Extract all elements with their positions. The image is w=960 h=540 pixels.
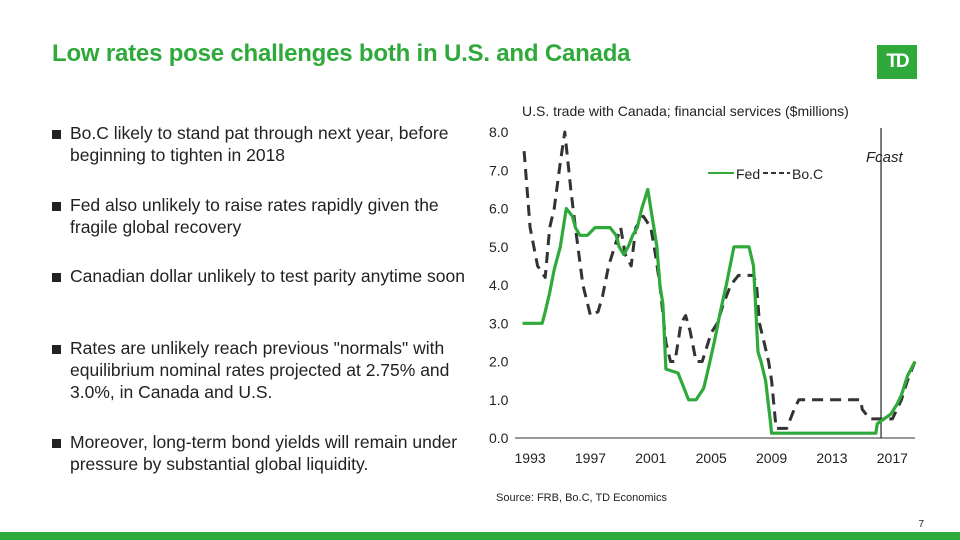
bullet-marker-icon <box>52 345 61 354</box>
y-tick-label: 5.0 <box>489 239 509 255</box>
logo-text: TD <box>886 51 909 72</box>
slide-title: Low rates pose challenges both in U.S. a… <box>52 40 631 67</box>
y-tick-label: 4.0 <box>489 277 509 293</box>
y-tick-label: 7.0 <box>489 162 509 178</box>
page-number: 7 <box>918 519 924 530</box>
bullet-text: Fed also unlikely to raise rates rapidly… <box>70 195 439 237</box>
bullet-marker-icon <box>52 202 61 211</box>
bullet-marker-icon <box>52 273 61 282</box>
x-tick-label: 1997 <box>575 450 606 466</box>
source-note: Source: FRB, Bo.C, TD Economics <box>496 492 667 504</box>
y-tick-label: 2.0 <box>489 354 509 370</box>
y-tick-label: 1.0 <box>489 392 509 408</box>
bottom-accent-bar <box>0 532 960 540</box>
y-tick-label: 0.0 <box>489 430 509 446</box>
bullet-text: Rates are unlikely reach previous "norma… <box>70 338 450 402</box>
x-tick-label: 2001 <box>635 450 666 466</box>
legend-label-boc: Bo.C <box>792 166 823 182</box>
bullet-text: Bo.C likely to stand pat through next ye… <box>70 123 449 165</box>
x-tick-label: 2009 <box>756 450 787 466</box>
x-tick-label: 2005 <box>696 450 727 466</box>
bullet-text: Moreover, long-term bond yields will rem… <box>70 432 458 474</box>
chart-title: U.S. trade with Canada; financial servic… <box>522 103 849 119</box>
y-tick-label: 6.0 <box>489 201 509 217</box>
x-tick-label: 2013 <box>816 450 847 466</box>
y-tick-label: 8.0 <box>489 124 509 140</box>
legend-label-fed: Fed <box>736 166 760 182</box>
x-tick-label: 1993 <box>515 450 546 466</box>
y-tick-label: 3.0 <box>489 315 509 331</box>
x-tick-label: 2017 <box>877 450 908 466</box>
td-logo: TD <box>877 45 917 79</box>
bullet-text: Canadian dollar unlikely to test parity … <box>70 266 465 286</box>
bullet-marker-icon <box>52 439 61 448</box>
series-line-boc <box>522 130 917 430</box>
bullet-marker-icon <box>52 130 61 139</box>
legend: Fed Bo.C <box>708 166 823 182</box>
forecast-label: Fcast <box>866 149 904 166</box>
series-line-fed <box>522 187 917 435</box>
